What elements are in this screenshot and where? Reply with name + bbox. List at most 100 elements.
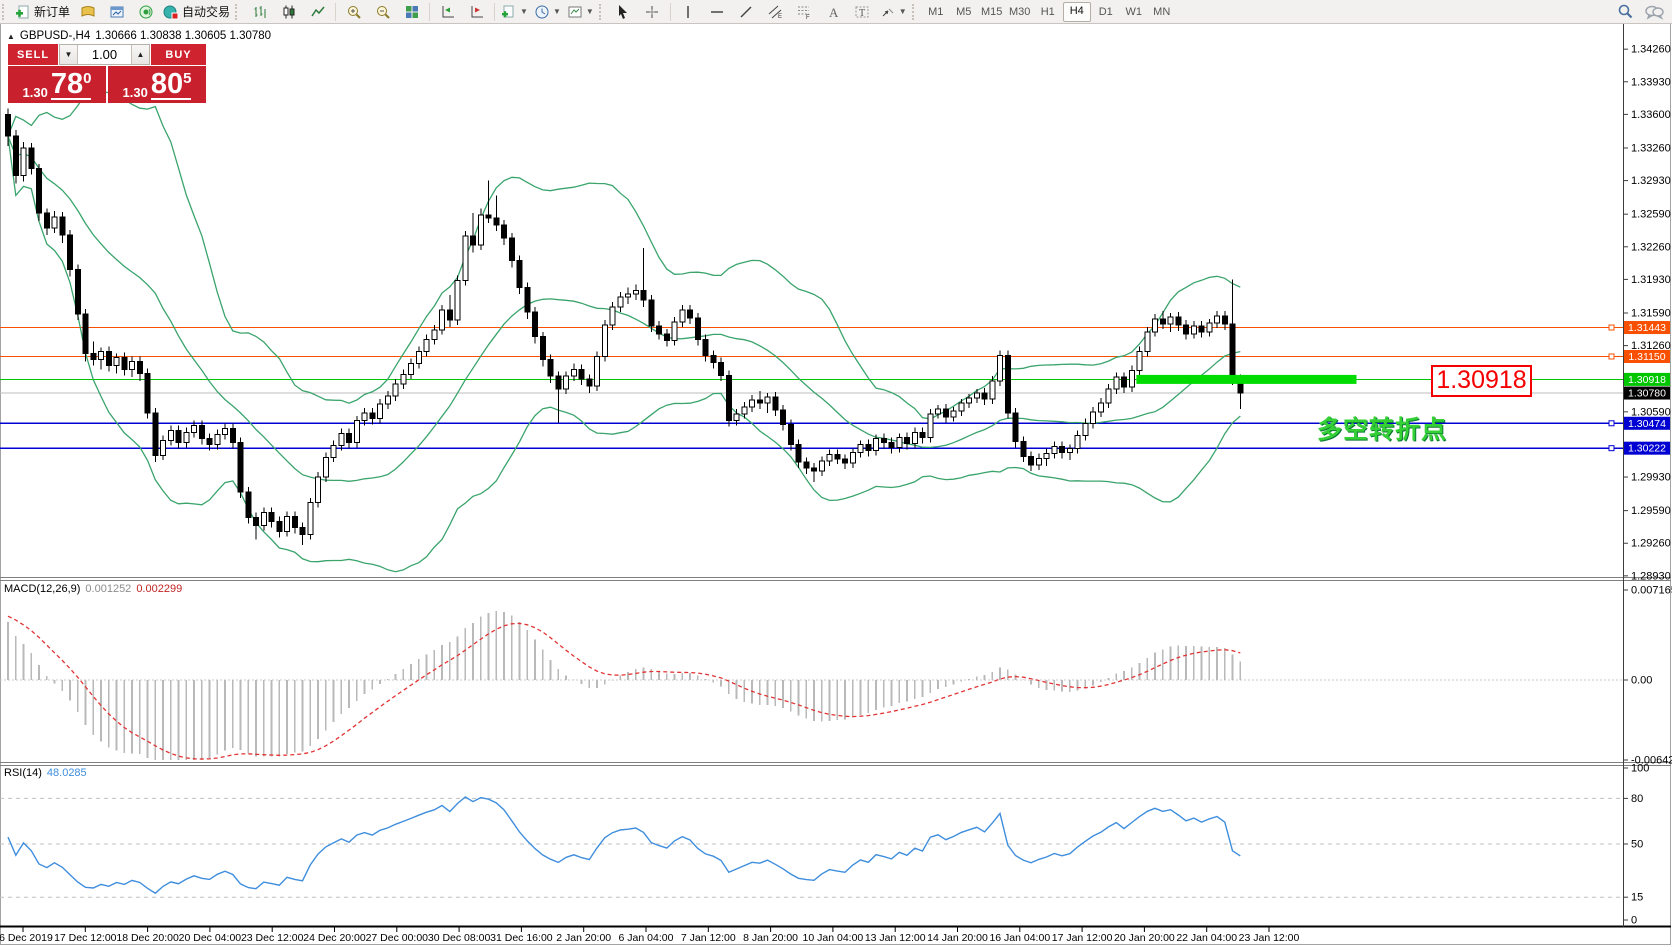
macd-bar (340, 680, 343, 714)
macd-bar (665, 673, 668, 680)
zoom-out-icon (376, 5, 390, 19)
macd-bar (425, 654, 428, 680)
macd-bar (30, 653, 33, 680)
price-level-text-box[interactable]: 1.30918 (1431, 365, 1532, 397)
macd-bar (7, 622, 9, 680)
tile-windows-button[interactable] (397, 2, 426, 22)
sell-price-big: 78 (50, 68, 84, 100)
sell-price-panel[interactable]: 1.30 78 0 (8, 66, 106, 103)
candle-body (307, 502, 314, 535)
templates-button[interactable]: ▼ (564, 2, 597, 22)
macd-bar (193, 680, 195, 760)
macd-bar (479, 616, 482, 680)
arrows-button[interactable]: ▼ (877, 2, 910, 22)
timeframe-mn[interactable]: MN (1153, 5, 1171, 18)
search-icon[interactable] (1617, 3, 1634, 20)
macd-bar (1092, 680, 1094, 686)
macd-bar (681, 672, 684, 680)
candle-body (423, 339, 430, 353)
autotrading-button[interactable]: 自动交易 (160, 2, 233, 22)
toolbar-grip[interactable] (598, 3, 605, 20)
timeframe-h4[interactable]: H4 (1062, 1, 1091, 22)
turning-point-annotation[interactable]: 多空转折点 (1317, 416, 1448, 444)
zoom-out-button[interactable] (368, 2, 397, 22)
price-tick-label: 1.28930 (1631, 570, 1671, 582)
candlestick-chart-type-button[interactable] (274, 2, 303, 22)
chart-shift-button[interactable] (462, 2, 491, 22)
fibonacci-button[interactable]: F (790, 2, 819, 22)
periods-button[interactable]: ▼ (531, 2, 564, 22)
sell-button[interactable]: SELL (8, 44, 58, 65)
macd-bar (603, 680, 606, 685)
new-chart-button[interactable]: ▼ (498, 2, 531, 22)
timeframe-m30[interactable]: M30 (1009, 5, 1031, 18)
candle-body (229, 428, 236, 443)
buy-price-panel[interactable]: 1.30 80 5 (108, 66, 206, 103)
macd-bar (448, 642, 451, 680)
timeframe-m15[interactable]: M15 (981, 5, 1003, 18)
macd-bar (379, 680, 381, 684)
timeframe-w1[interactable]: W1 (1125, 5, 1142, 18)
timeframe-h1[interactable]: H1 (1040, 5, 1055, 18)
bar-chart-type-button[interactable] (245, 2, 274, 22)
candle-body (911, 432, 918, 444)
macd-bar (1223, 647, 1226, 680)
profile-button[interactable] (73, 2, 102, 22)
text-label-button[interactable]: T (848, 2, 877, 22)
macd-bar (634, 668, 637, 680)
candle-body (942, 408, 949, 418)
volume-increase-button[interactable]: ▲ (131, 45, 149, 64)
chart-ohlc-values: 1.30666 1.30838 1.30605 1.30780 (95, 30, 272, 42)
toolbar-grip[interactable] (235, 3, 241, 20)
candle-body (198, 425, 205, 439)
line-end-marker (1608, 353, 1615, 360)
time-tick-label: 23 Jan 12:00 (1239, 932, 1300, 944)
timeframe-m5[interactable]: M5 (956, 5, 972, 18)
macd-bar (1138, 663, 1141, 680)
candle-body (183, 432, 190, 443)
equidistant-channel-button[interactable]: E (761, 2, 790, 22)
macd-bar (1185, 645, 1187, 680)
auto-arrange-button[interactable] (433, 2, 462, 22)
macd-bar (1107, 677, 1110, 680)
vertical-line-button[interactable] (674, 2, 703, 22)
macd-bar (14, 635, 17, 680)
timeframe-m1[interactable]: M1 (928, 5, 944, 18)
time-tick-label: 17 Jan 12:00 (1052, 932, 1113, 944)
candle-body (710, 354, 717, 363)
svg-text:E: E (778, 14, 782, 20)
volume-input[interactable]: 1.00 (91, 47, 118, 62)
candle-body (82, 313, 89, 355)
candle-body (648, 299, 655, 327)
timeframe-d1[interactable]: D1 (1098, 5, 1113, 18)
macd-bar (1169, 646, 1172, 680)
text-button[interactable]: A (819, 2, 848, 22)
collapse-icon[interactable]: ▲ (7, 31, 15, 41)
sound-button[interactable] (131, 2, 160, 22)
candle-body (121, 356, 128, 370)
toolbar-grip[interactable] (911, 3, 918, 20)
candle-body (989, 380, 996, 400)
buy-button[interactable]: BUY (151, 44, 206, 65)
market-watch-button[interactable] (102, 2, 131, 22)
horizontal-line-button[interactable] (703, 2, 732, 22)
candle-body (245, 491, 252, 519)
trendline-button[interactable] (732, 2, 761, 22)
macd-bar (952, 680, 955, 685)
volume-decrease-button[interactable]: ▼ (60, 45, 78, 64)
candle-body (873, 437, 879, 451)
candle-body (1167, 316, 1174, 325)
new-order-button[interactable]: 新订单 (12, 2, 73, 22)
crosshair-button[interactable] (638, 2, 667, 22)
macd-bar (596, 680, 598, 688)
candle-body (787, 424, 794, 445)
chat-icon[interactable] (1644, 4, 1664, 20)
cursor-button[interactable] (609, 2, 638, 22)
candle-body (563, 375, 569, 390)
macd-main-value: 0.001252 (85, 583, 132, 595)
macd-bar (177, 680, 180, 760)
zoom-in-button[interactable] (339, 2, 368, 22)
toolbar-grip[interactable] (2, 3, 8, 20)
line-chart-type-button[interactable] (303, 2, 332, 22)
